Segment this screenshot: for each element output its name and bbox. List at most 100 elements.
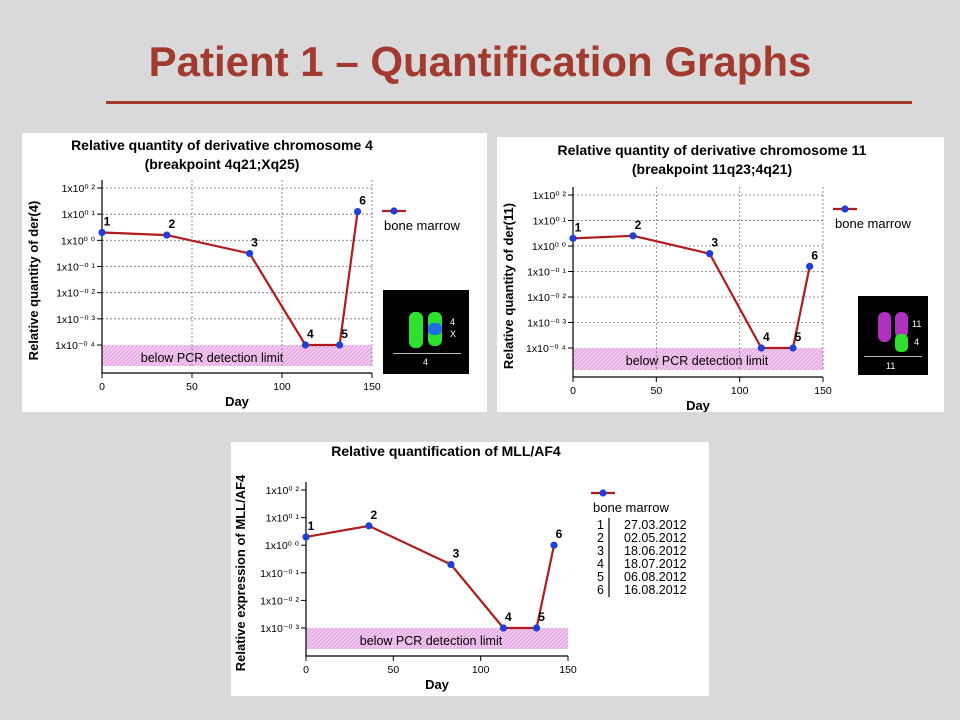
y-axis-label: Relative quantity of der(11): [501, 203, 516, 369]
detection-limit-band: [102, 345, 372, 366]
chromosome-green-left: [409, 312, 423, 348]
legend-label: bone marrow: [835, 216, 911, 231]
data-point-label: 5: [538, 610, 545, 624]
karyo-divider: [864, 356, 922, 357]
detection-limit-band: [306, 628, 568, 649]
data-point: [246, 249, 254, 258]
x-tick-label: 150: [559, 664, 577, 676]
data-point-label: 6: [359, 194, 366, 208]
data-point: [757, 344, 765, 352]
data-point: [98, 228, 106, 237]
x-tick-label: 50: [387, 664, 399, 676]
x-axis-label: Day: [225, 394, 250, 409]
y-tick-label: 1x10⁻⁰ ¹: [527, 267, 566, 279]
date-key-date: 02.05.2012: [624, 531, 687, 545]
data-point: [354, 207, 362, 216]
data-point: [163, 231, 171, 239]
detection-limit-label: below PCR detection limit: [360, 634, 503, 648]
y-tick-label: 1x10⁰ ²: [62, 183, 96, 195]
data-point: [447, 560, 455, 569]
data-point-label: 3: [711, 236, 718, 250]
data-point: [629, 232, 637, 240]
data-point-label: 3: [453, 547, 460, 561]
x-tick-label: 150: [814, 385, 832, 397]
y-axis-label: Relative expression of MLL/AF4: [233, 474, 248, 671]
chart-title: Relative quantity of derivative chromoso…: [558, 142, 867, 158]
legend-marker: [599, 489, 607, 497]
y-tick-label: 1x10⁻⁰ ²: [527, 292, 566, 304]
title-underline: [106, 101, 912, 104]
y-tick-label: 1x10⁻⁰ ²: [260, 595, 299, 607]
x-tick-label: 100: [273, 381, 291, 393]
y-tick-label: 1x10⁻⁰ ⁴: [526, 343, 566, 355]
data-point-label: 5: [795, 330, 802, 344]
data-point-label: 2: [168, 217, 175, 231]
karyo-label-a: 4: [450, 317, 456, 327]
karyotype-inset-der4: 4 X 4: [383, 290, 469, 374]
date-key-date: 18.06.2012: [624, 544, 687, 558]
detection-limit-label: below PCR detection limit: [141, 351, 284, 365]
chromosome-blue-segment: [428, 323, 442, 335]
data-point-label: 1: [575, 220, 582, 234]
data-point-label: 4: [763, 330, 770, 344]
y-tick-label: 1x10⁰ ¹: [533, 216, 567, 228]
chart-panel-mll-af4: Relative quantification of MLL/AF4 below …: [231, 442, 709, 696]
x-tick-label: 50: [650, 385, 662, 397]
data-point: [550, 541, 558, 549]
data-point-label: 6: [556, 527, 563, 541]
data-point: [365, 522, 373, 530]
series-line-bone-marrow: [572, 234, 811, 350]
data-point: [706, 250, 714, 258]
data-point: [336, 341, 344, 349]
y-tick-label: 1x10⁻⁰ ¹: [56, 262, 95, 274]
y-axis-label: Relative quantity of der(4): [26, 201, 41, 361]
data-point-label: 1: [308, 519, 315, 533]
date-key-id: 2: [597, 531, 604, 545]
chart-title: Relative quantity of derivative chromoso…: [71, 137, 373, 153]
chromosome-magenta-left: [878, 312, 891, 342]
series-line-bone-marrow: [101, 211, 359, 347]
chart-subtitle: (breakpoint 11q23;4q21): [632, 161, 792, 177]
series-line-bone-marrow: [305, 524, 556, 630]
data-point-label: 6: [811, 248, 818, 262]
karyo-divider: [393, 353, 461, 354]
y-tick-label: 1x10⁰ ¹: [62, 209, 96, 221]
data-point-label: 2: [635, 218, 642, 232]
date-key-date: 16.08.2012: [624, 583, 687, 597]
y-tick-label: 1x10⁰ ⁰: [532, 241, 567, 253]
date-key-date: 27.03.2012: [624, 518, 687, 532]
karyo-label-a: 11: [912, 319, 922, 329]
x-tick-label: 0: [303, 664, 309, 676]
detection-limit-band: [573, 348, 823, 370]
legend-marker: [390, 207, 398, 215]
date-key-date: 06.08.2012: [624, 570, 687, 584]
chromosome-magenta-right: [895, 312, 908, 338]
data-point: [532, 624, 541, 632]
data-point-label: 1: [104, 214, 111, 228]
y-tick-label: 1x10⁻⁰ ⁴: [55, 340, 95, 352]
x-tick-label: 150: [363, 381, 381, 393]
data-point: [301, 341, 309, 349]
y-tick-label: 1x10⁻⁰ ¹: [260, 568, 299, 580]
data-point: [569, 234, 577, 242]
legend-label: bone marrow: [593, 500, 669, 515]
chart-subtitle: (breakpoint 4q21;Xq25): [145, 156, 300, 172]
detection-limit-label: below PCR detection limit: [626, 354, 769, 368]
y-tick-label: 1x10⁰ ⁰: [265, 540, 300, 552]
data-point-label: 4: [307, 327, 314, 341]
karyo-bottom-label: 4: [423, 357, 429, 367]
x-tick-label: 0: [99, 381, 105, 393]
date-key-date: 18.07.2012: [624, 557, 687, 571]
slide-title: Patient 1 – Quantification Graphs: [148, 38, 812, 85]
y-tick-label: 1x10⁰ ²: [533, 190, 567, 202]
karyo-label-b: X: [450, 329, 457, 339]
date-key-id: 3: [597, 544, 604, 558]
karyo-bottom-label: 11: [886, 361, 896, 371]
x-axis-label: Day: [686, 398, 711, 412]
data-point: [499, 624, 507, 632]
karyo-label-b: 4: [914, 337, 920, 347]
data-point-label: 4: [505, 610, 512, 624]
data-point-label: 2: [371, 508, 378, 522]
legend-marker: [841, 205, 849, 213]
chart-der4: Relative quantity of derivative chromoso…: [26, 137, 460, 409]
